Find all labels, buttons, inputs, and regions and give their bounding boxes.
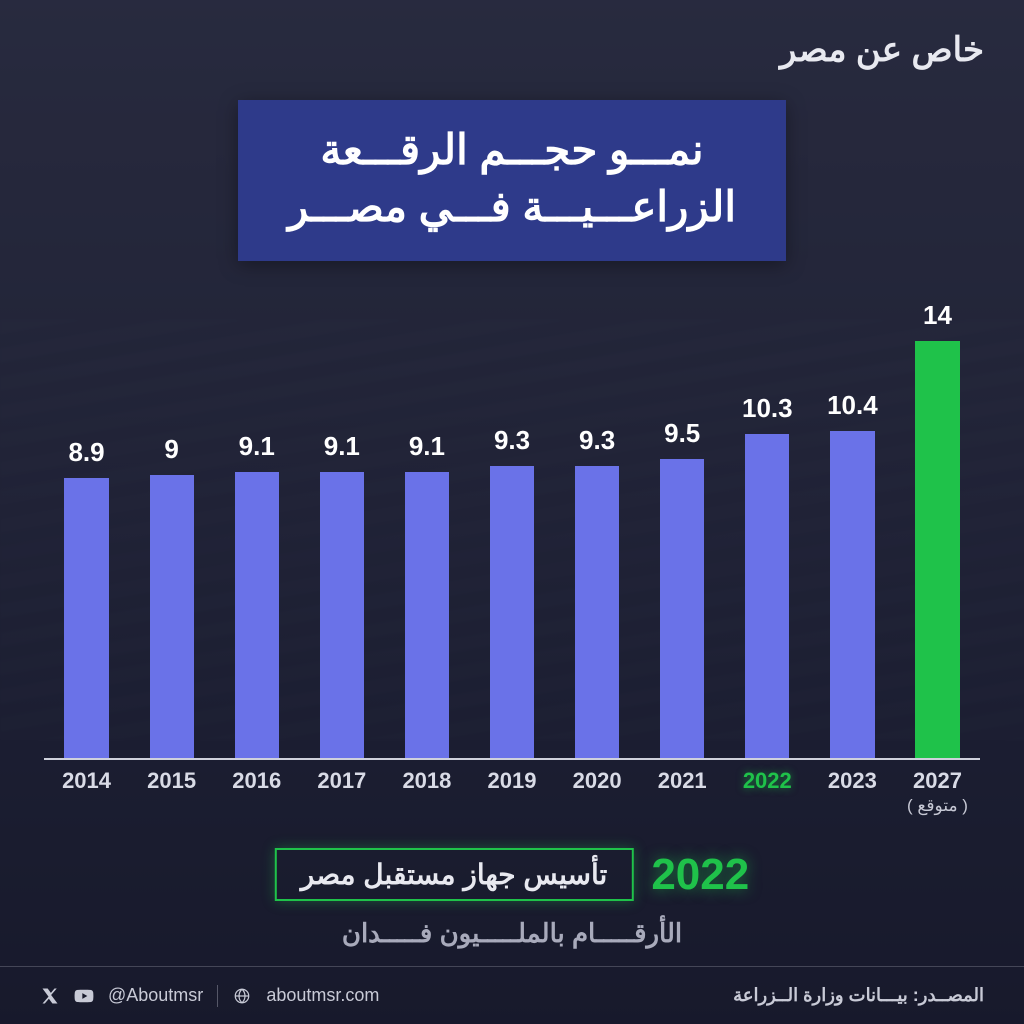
footer: المصــدر: بيـــانات وزارة الــزراعة @Abo… bbox=[0, 966, 1024, 1024]
source-text: المصــدر: بيـــانات وزارة الــزراعة bbox=[733, 985, 984, 1006]
footer-separator bbox=[217, 985, 218, 1007]
bar bbox=[745, 434, 789, 758]
title-box: نمـــو حجـــم الرقـــعة الزراعـــيـــة ف… bbox=[238, 100, 786, 261]
social-handle: @Aboutmsr bbox=[108, 985, 203, 1006]
x-axis-year: 2014 bbox=[44, 768, 129, 794]
bar bbox=[575, 466, 619, 758]
x-axis-column: 2021 bbox=[640, 768, 725, 816]
bar-column: 9.3 bbox=[555, 300, 640, 758]
x-twitter-icon bbox=[40, 986, 60, 1006]
bar-value-label: 10.4 bbox=[827, 390, 878, 421]
x-axis-column: 2018 bbox=[384, 768, 469, 816]
bar-value-label: 9 bbox=[164, 434, 178, 465]
site-text: aboutmsr.com bbox=[266, 985, 379, 1006]
x-axis-year: 2027 bbox=[895, 768, 980, 794]
bar bbox=[490, 466, 534, 758]
bar-column: 9.1 bbox=[299, 300, 384, 758]
title-line-2: الزراعـــيـــة فـــي مصـــر bbox=[288, 179, 736, 236]
bar bbox=[915, 341, 959, 758]
x-axis-year: 2019 bbox=[469, 768, 554, 794]
bar-value-label: 9.1 bbox=[324, 431, 360, 462]
bar bbox=[235, 472, 279, 758]
bar-chart: 8.9 9 9.1 9.1 9.1 9.3 9.3 9.5 10.3 10.4 14 bbox=[44, 300, 980, 760]
bar-column: 9.1 bbox=[384, 300, 469, 758]
x-axis-column: 2023 bbox=[810, 768, 895, 816]
bar-column: 9.5 bbox=[640, 300, 725, 758]
x-axis-column: 2014 bbox=[44, 768, 129, 816]
bar-column: 10.3 bbox=[725, 300, 810, 758]
socials-group: @Aboutmsr aboutmsr.com bbox=[40, 985, 379, 1007]
units-caption: الأرقـــــام بالملـــــيون فـــــدان bbox=[0, 918, 1024, 949]
x-axis-labels: 2014201520162017201820192020202120222023… bbox=[44, 768, 980, 816]
bar-value-label: 9.1 bbox=[239, 431, 275, 462]
callout-year: 2022 bbox=[651, 850, 749, 900]
bar bbox=[405, 472, 449, 758]
bar-value-label: 9.1 bbox=[409, 431, 445, 462]
x-axis-year: 2015 bbox=[129, 768, 214, 794]
bar bbox=[64, 478, 108, 758]
x-axis-column: 2019 bbox=[469, 768, 554, 816]
bar-column: 14 bbox=[895, 300, 980, 758]
bar bbox=[320, 472, 364, 758]
x-axis-year: 2021 bbox=[640, 768, 725, 794]
bar-value-label: 14 bbox=[923, 300, 952, 331]
x-axis-column: 2016 bbox=[214, 768, 299, 816]
bar bbox=[830, 431, 874, 758]
bar-value-label: 9.3 bbox=[494, 425, 530, 456]
bar-column: 8.9 bbox=[44, 300, 129, 758]
callout-text-box: تأسيس جهاز مستقبل مصر bbox=[275, 848, 634, 901]
x-axis-year: 2023 bbox=[810, 768, 895, 794]
bar-value-label: 9.5 bbox=[664, 418, 700, 449]
globe-icon bbox=[232, 986, 252, 1006]
youtube-icon bbox=[74, 986, 94, 1006]
x-axis-year: 2020 bbox=[555, 768, 640, 794]
bar-column: 10.4 bbox=[810, 300, 895, 758]
x-axis-column: 2015 bbox=[129, 768, 214, 816]
bar bbox=[660, 459, 704, 758]
x-axis-subnote: ( متوقع ) bbox=[895, 796, 980, 816]
bar-value-label: 8.9 bbox=[68, 437, 104, 468]
bar-column: 9 bbox=[129, 300, 214, 758]
bar-value-label: 10.3 bbox=[742, 393, 793, 424]
callout-row: 2022 تأسيس جهاز مستقبل مصر bbox=[275, 848, 749, 901]
x-axis-year: 2016 bbox=[214, 768, 299, 794]
x-axis-column: 2017 bbox=[299, 768, 384, 816]
title-line-1: نمـــو حجـــم الرقـــعة bbox=[288, 122, 736, 179]
x-axis-column: 2027( متوقع ) bbox=[895, 768, 980, 816]
x-axis-year: 2018 bbox=[384, 768, 469, 794]
brand-logo-text: خاص عن مصر bbox=[780, 30, 984, 70]
bar-column: 9.3 bbox=[469, 300, 554, 758]
x-axis-column: 2020 bbox=[555, 768, 640, 816]
x-axis-column: 2022 bbox=[725, 768, 810, 816]
x-axis-year: 2022 bbox=[725, 768, 810, 794]
bar bbox=[150, 475, 194, 758]
bar-column: 9.1 bbox=[214, 300, 299, 758]
x-axis-year: 2017 bbox=[299, 768, 384, 794]
bar-value-label: 9.3 bbox=[579, 425, 615, 456]
